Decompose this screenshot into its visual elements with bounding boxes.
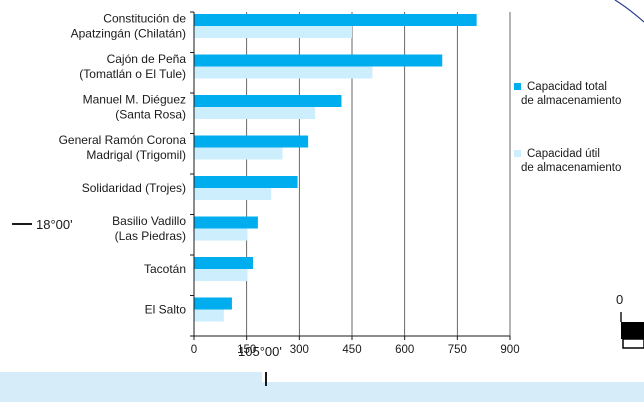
bar-useful-capacity (194, 66, 373, 79)
bar-useful-capacity (194, 269, 248, 281)
bar-useful-capacity (194, 188, 272, 200)
category-labels: Constitución de Apatzingán (Chilatán) Cajó… (59, 12, 187, 317)
x-tick-label: 450 (342, 344, 361, 356)
legend: Capacidad total de almacenamiento Capacida… (514, 81, 621, 174)
longitude-label: 105°00' (238, 344, 282, 359)
x-tick-label: 150 (237, 344, 256, 356)
bar-useful-capacity (194, 26, 352, 38)
category-label: Basilio Vadillo (Las Piedras) (112, 214, 186, 243)
legend-swatch-total (514, 83, 521, 90)
bar-total-capacity (194, 216, 258, 229)
bar-total-capacity (194, 135, 309, 148)
bars (194, 14, 477, 322)
category-label: Constitución de Apatzingán (Chilatán) (71, 12, 187, 41)
category-label: Cajón de Peña (Tomatlán o El Tule) (79, 52, 186, 81)
bar-useful-capacity (194, 107, 316, 119)
x-tick-label: 900 (500, 344, 519, 356)
bar-total-capacity (194, 257, 253, 269)
bar-total-capacity (194, 14, 477, 26)
x-tick-label: 600 (395, 344, 414, 356)
legend-label-total: Capacidad total de almacenamiento (521, 81, 621, 107)
bar-total-capacity (194, 176, 298, 188)
scale-zero-label: 0 (616, 292, 623, 307)
category-label: El Salto (145, 303, 187, 317)
x-tick-label: 300 (290, 344, 309, 356)
bar-useful-capacity (194, 309, 224, 322)
category-label: Tacotán (144, 262, 186, 276)
chart-background (0, 0, 644, 382)
bar-useful-capacity (194, 147, 283, 160)
x-tick-label: 750 (448, 344, 467, 356)
bar-useful-capacity (194, 228, 248, 241)
x-tick-labels: 0 150 300 450 600 750 900 (191, 344, 520, 356)
bar-total-capacity (194, 54, 443, 67)
legend-label-useful: Capacidad útil de almacenamiento (521, 148, 621, 174)
scale-bar-white (622, 338, 644, 349)
latitude-label: 18°00' (36, 217, 73, 232)
axes (190, 11, 511, 340)
scale-bar-black (621, 322, 644, 339)
category-label: Solidaridad (Trojes) (82, 181, 186, 195)
bar-total-capacity (194, 95, 342, 107)
legend-swatch-useful (514, 150, 521, 157)
bar-total-capacity (194, 297, 232, 310)
x-tick-label: 0 (191, 344, 197, 356)
category-label: Manuel M. Diéguez (Santa Rosa) (83, 93, 186, 122)
category-label: General Ramón Corona Madrigal (Trigomil) (59, 133, 187, 162)
coastline-line (614, 0, 644, 23)
